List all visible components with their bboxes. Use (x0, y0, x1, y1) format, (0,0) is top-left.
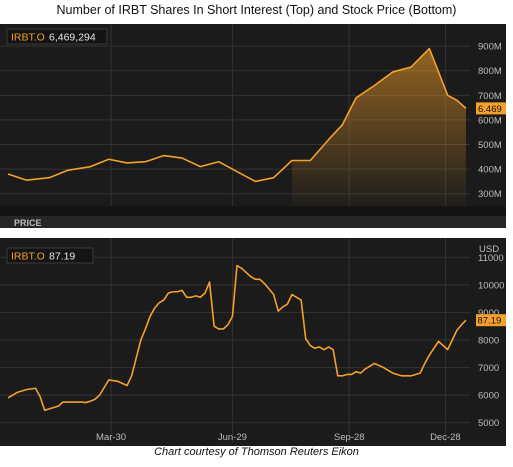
charts-canvas: 300M 400M 500M 600M 700M 800M 900M IRBT.O 6,46… (0, 24, 506, 446)
bottom-legend-ticker: IRBT.O (11, 251, 45, 263)
top-y-axis: 300M 400M 500M 600M 700M 800M 900M (478, 42, 502, 201)
price-section-label: PRICE (14, 218, 42, 228)
bottom-x-tick-label: Dec-28 (430, 432, 461, 443)
bottom-y-tick-label: 9000 (478, 308, 499, 319)
chart-caption: Chart courtesy of Thomson Reuters Eikon (154, 446, 359, 458)
bottom-y-tick-label: 6000 (478, 391, 499, 402)
bottom-last-value-tag-text: 87.19 (478, 316, 502, 327)
bottom-legend-box (6, 247, 94, 264)
bottom-panel-background (0, 238, 506, 446)
bottom-y-tick-label: 7000 (478, 363, 499, 374)
bottom-y-tick-label: 5000 (478, 418, 499, 429)
top-legend-box (6, 28, 108, 45)
top-legend-ticker: IRBT.O (11, 32, 45, 44)
chart-title: Number of IRBT Shares In Short Interest … (56, 3, 457, 17)
top-y-tick-label: 900M (478, 42, 502, 53)
price-unit-label: USD (479, 244, 499, 255)
top-y-tick-label: 800M (478, 66, 502, 77)
bottom-y-tick-label: 11000 (478, 253, 504, 264)
bottom-y-axis: 5000 6000 7000 8000 9000 10000 11000 (478, 253, 504, 429)
bottom-legend: IRBT.O 87.19 (6, 247, 94, 264)
price-line (7, 264, 467, 412)
price-label-bar (0, 216, 506, 228)
top-last-value-tag: 6.469 (476, 102, 506, 115)
top-last-value-tag-box (476, 102, 506, 115)
top-y-tick-label: 500M (478, 140, 502, 151)
bottom-x-axis: Mar-30 Jun-29 Sep-28 Dec-28 (96, 432, 461, 443)
bottom-x-tick-label: Sep-28 (334, 432, 365, 443)
bottom-x-tick-label: Jun-29 (218, 432, 247, 443)
short-interest-line (7, 47, 467, 183)
top-y-tick-label: 600M (478, 115, 502, 126)
bottom-x-tick-label: Mar-30 (96, 432, 126, 443)
bottom-y-tick-label: 10000 (478, 280, 504, 291)
top-y-tick-label: 400M (478, 165, 502, 176)
top-legend: IRBT.O 6,469,294 (6, 28, 108, 45)
bottom-last-value-tag: 87.19 (476, 314, 506, 327)
bottom-legend-value: 87.19 (49, 251, 75, 263)
panel-gap (0, 206, 506, 216)
top-last-value-tag-text: 6.469 (478, 104, 502, 115)
short-interest-area (291, 48, 466, 206)
top-legend-value: 6,469,294 (49, 32, 96, 44)
top-y-tick-label: 700M (478, 91, 502, 102)
bottom-y-tick-label: 8000 (478, 336, 499, 347)
bottom-last-value-tag-box (476, 314, 506, 327)
top-y-tick-label: 300M (478, 189, 502, 200)
